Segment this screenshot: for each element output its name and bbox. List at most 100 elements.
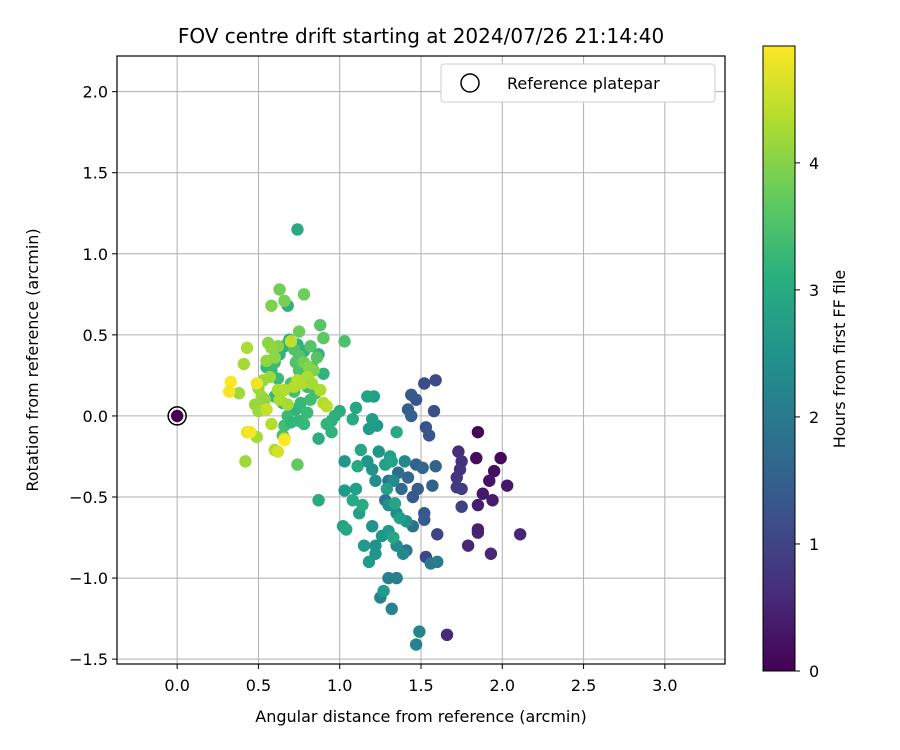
y-axis-label: Rotation from reference (arcmin) — [23, 228, 42, 491]
data-point — [382, 571, 395, 585]
data-point — [312, 494, 325, 507]
data-point — [470, 451, 483, 465]
data-point — [222, 385, 236, 398]
colorbar-tick-label: 4 — [809, 154, 819, 173]
data-point — [260, 354, 273, 368]
data-point — [297, 288, 311, 301]
data-point — [395, 482, 408, 496]
data-point — [240, 341, 254, 355]
legend-box — [440, 63, 716, 103]
reference-marker-dot — [170, 409, 184, 423]
legend: Reference platepar — [440, 63, 716, 103]
data-point — [390, 425, 403, 439]
data-point — [476, 487, 489, 500]
data-point — [416, 461, 429, 475]
data-point — [409, 638, 423, 651]
data-point — [380, 482, 394, 496]
data-point — [312, 432, 325, 445]
data-point — [356, 498, 369, 512]
data-point — [455, 500, 468, 513]
data-point — [405, 409, 418, 423]
data-point — [471, 498, 485, 512]
data-point — [301, 406, 314, 419]
data-point — [320, 400, 333, 413]
y-tick-label: −1.5 — [69, 650, 108, 669]
data-point — [362, 422, 376, 436]
data-point — [494, 451, 507, 465]
data-points — [222, 223, 527, 651]
data-point — [388, 497, 402, 510]
data-point — [372, 445, 385, 458]
data-point — [452, 445, 465, 458]
data-point — [291, 223, 304, 236]
reference-marker-group — [167, 406, 187, 426]
data-point — [250, 377, 264, 390]
x-axis-label: Angular distance from reference (arcmin) — [255, 707, 586, 726]
colorbar-ticks: 0 1 2 3 4 — [795, 154, 819, 681]
data-point — [393, 511, 407, 525]
data-point — [483, 474, 496, 487]
data-point — [455, 482, 468, 496]
legend-marker-icon — [460, 73, 480, 93]
data-point — [346, 494, 359, 507]
data-point — [398, 455, 411, 468]
data-point — [317, 367, 330, 380]
data-point — [431, 555, 444, 569]
grid-lines — [117, 56, 725, 664]
data-point — [361, 390, 374, 403]
data-point — [357, 539, 371, 552]
data-point — [338, 484, 351, 497]
y-axis-ticks: −1.5 −1.0 −0.5 0.0 0.5 1.0 1.5 2.0 — [69, 83, 117, 669]
data-point — [263, 370, 277, 384]
data-point — [426, 479, 439, 492]
x-axis-ticks: 0.0 0.5 1.0 1.5 2.0 2.5 3.0 — [164, 664, 678, 695]
data-point — [405, 388, 418, 402]
data-point — [427, 404, 441, 418]
data-point — [431, 528, 444, 541]
data-point — [320, 417, 333, 431]
data-point — [244, 425, 257, 439]
y-tick-label: 1.5 — [83, 164, 108, 183]
data-point — [340, 523, 353, 536]
chart-title: FOV centre drift starting at 2024/07/26 … — [178, 24, 664, 48]
data-point — [314, 383, 327, 397]
data-point — [513, 528, 527, 541]
data-point — [278, 434, 291, 447]
data-point — [338, 455, 351, 468]
data-point — [362, 555, 376, 569]
data-point — [302, 361, 316, 374]
x-tick-label: 2.0 — [490, 676, 515, 695]
y-tick-label: −1.0 — [69, 569, 108, 588]
data-point — [278, 383, 291, 397]
data-point — [317, 331, 330, 345]
data-point — [418, 513, 431, 526]
colorbar-tick-label: 3 — [809, 281, 819, 300]
data-point — [406, 490, 420, 504]
data-point — [265, 299, 278, 312]
data-point — [265, 417, 278, 431]
data-point — [387, 531, 400, 544]
y-tick-label: 2.0 — [83, 83, 108, 102]
data-point — [265, 341, 278, 355]
data-point — [429, 374, 442, 387]
data-point — [271, 445, 285, 458]
legend-entry-reference-platepar: Reference platepar — [507, 74, 660, 93]
data-point — [224, 375, 237, 389]
data-point — [413, 625, 426, 638]
data-point — [294, 396, 307, 410]
data-point — [284, 335, 298, 348]
x-tick-label: 0.0 — [164, 676, 189, 695]
data-point — [351, 459, 364, 473]
data-point — [487, 464, 501, 478]
reference-marker-ring — [167, 406, 187, 426]
data-point — [273, 283, 286, 296]
data-point — [297, 417, 311, 431]
colorbar-tick-label: 2 — [809, 408, 819, 427]
data-point — [354, 443, 368, 457]
data-point — [346, 412, 359, 426]
colorbar-label: Hours from first FF file — [830, 270, 849, 449]
data-point — [349, 482, 363, 496]
data-point — [281, 398, 294, 411]
data-point — [291, 458, 304, 471]
